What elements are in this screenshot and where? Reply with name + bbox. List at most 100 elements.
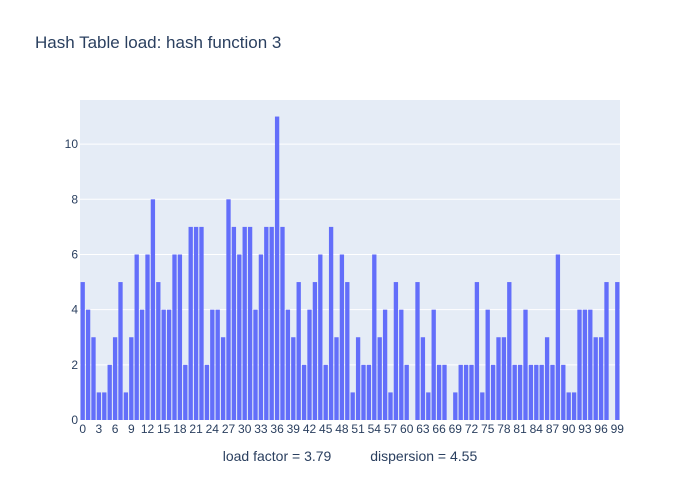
y-tick-label: 6	[71, 247, 78, 261]
bar	[420, 337, 426, 420]
bar	[469, 364, 474, 420]
bar	[328, 226, 334, 420]
chart-title: Hash Table load: hash function 3	[35, 33, 282, 52]
bar	[166, 309, 172, 420]
x-axis-label: load factor = 3.79 dispersion = 4.55	[223, 448, 478, 464]
bar	[388, 392, 393, 420]
bar	[172, 254, 177, 420]
x-tick-label: 84	[530, 422, 544, 436]
x-tick-label: 0	[79, 422, 86, 436]
bar	[199, 226, 204, 420]
y-tick-label: 4	[71, 303, 78, 317]
bar	[361, 364, 366, 420]
bar	[372, 254, 377, 420]
x-tick-label: 27	[222, 422, 236, 436]
plot-background	[80, 100, 620, 420]
bar	[577, 309, 582, 420]
y-tick-label: 10	[65, 137, 79, 151]
bar	[593, 337, 598, 420]
x-tick-label: 57	[384, 422, 398, 436]
bar	[539, 364, 544, 420]
bar	[393, 282, 399, 420]
bar	[566, 392, 571, 420]
bar	[134, 254, 139, 420]
bar	[139, 309, 145, 420]
bar	[528, 364, 534, 420]
bar	[463, 364, 469, 420]
bar	[323, 364, 328, 420]
x-tick-label: 9	[128, 422, 135, 436]
bar	[582, 309, 588, 420]
x-tick-label: 99	[611, 422, 625, 436]
bar	[253, 309, 258, 420]
bar	[507, 282, 512, 420]
bar	[598, 337, 604, 420]
bar	[453, 392, 458, 420]
x-tick-label: 63	[416, 422, 430, 436]
bar	[237, 254, 242, 420]
bar	[377, 337, 382, 420]
x-tick-label: 87	[546, 422, 560, 436]
bar	[123, 392, 129, 420]
x-tick-label: 66	[432, 422, 446, 436]
bar	[285, 309, 291, 420]
bar	[258, 254, 264, 420]
bar	[85, 309, 91, 420]
bar	[269, 226, 274, 420]
bar	[280, 226, 285, 420]
bar	[107, 364, 112, 420]
bar	[91, 337, 96, 420]
bar	[231, 226, 237, 420]
bar	[291, 337, 296, 420]
bars	[80, 116, 620, 420]
bar	[129, 337, 134, 420]
bar	[534, 364, 539, 420]
bar	[496, 337, 501, 420]
x-tick-label: 75	[481, 422, 495, 436]
bar	[204, 364, 210, 420]
bar	[220, 337, 226, 420]
bar	[150, 199, 156, 420]
y-tick-label: 0	[71, 413, 78, 427]
bar	[490, 364, 496, 420]
y-tick-label: 8	[71, 192, 78, 206]
bar	[523, 309, 528, 420]
bar	[301, 364, 307, 420]
bar	[80, 282, 85, 420]
bar	[426, 392, 431, 420]
bar	[588, 309, 593, 420]
x-tick-label: 21	[189, 422, 203, 436]
bar	[112, 337, 118, 420]
bar	[156, 282, 161, 420]
bar	[145, 254, 150, 420]
bar	[193, 226, 199, 420]
y-tick-label: 2	[71, 358, 78, 372]
x-tick-label: 12	[141, 422, 155, 436]
bar	[296, 282, 301, 420]
bar	[431, 309, 436, 420]
bar	[604, 282, 609, 420]
bar	[571, 392, 577, 420]
x-tick-label: 18	[173, 422, 187, 436]
x-tick-label: 78	[497, 422, 511, 436]
x-tick-label: 6	[112, 422, 119, 436]
bar	[247, 226, 253, 420]
bar	[226, 199, 231, 420]
x-tick-label: 3	[96, 422, 103, 436]
x-tick-label: 45	[319, 422, 333, 436]
bar	[345, 282, 350, 420]
bar	[501, 337, 507, 420]
bar	[480, 392, 485, 420]
bar	[96, 392, 102, 420]
x-tick-label: 72	[465, 422, 479, 436]
bar	[512, 364, 517, 420]
bar	[550, 364, 555, 420]
bar	[215, 309, 220, 420]
bar	[561, 364, 566, 420]
bar	[177, 254, 183, 420]
x-tick-label: 33	[254, 422, 268, 436]
y-axis-ticks: 0 2 4 6 8 10	[65, 137, 79, 427]
bar	[334, 337, 339, 420]
bar	[355, 337, 361, 420]
